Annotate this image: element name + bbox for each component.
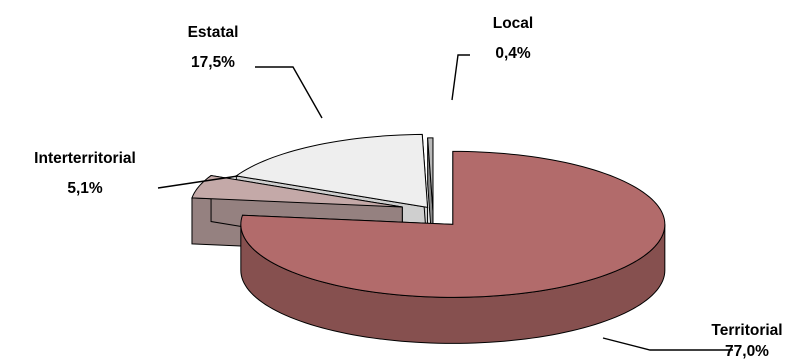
slice-top-face [427,137,434,211]
slice-top-face [235,133,429,208]
pie-slices [191,133,666,344]
label-territorial-value: 77,0% [725,343,769,360]
label-estatal-name: Estatal [188,24,239,41]
slice-territorial [240,150,666,344]
leader-interterritorial [157,175,239,189]
label-local-name: Local [493,15,533,32]
leader-lines [157,54,733,351]
label-interterritorial-value: 5,1% [67,180,103,197]
slice-top-face [191,175,403,208]
label-local-value: 0,4% [495,45,531,62]
label-estatal-value: 17,5% [191,54,235,71]
slice-top-face [240,150,666,298]
leader-local [451,54,470,101]
label-interterritorial-name: Interterritorial [34,150,136,167]
leader-territorial [602,337,733,351]
leader-estatal [255,66,323,119]
label-territorial-name: Territorial [711,322,782,339]
